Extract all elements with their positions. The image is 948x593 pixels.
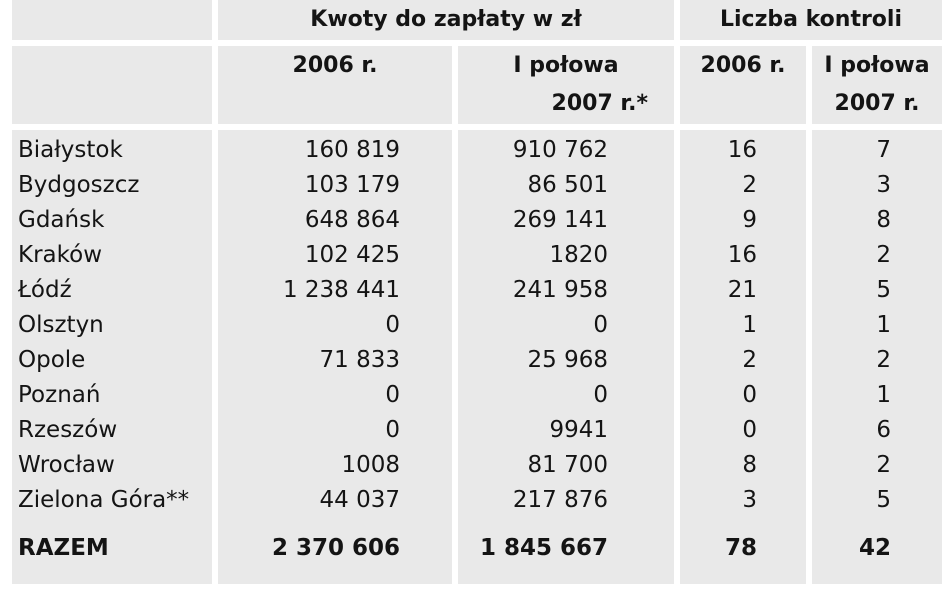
count-h1-2007-value: 2 [876,452,891,478]
amount-2006-column: 160 819 103 179 648 864 102 425 1 238 44… [218,130,452,584]
amount-h1-2007-value: 0 [593,312,608,338]
amount-2006-value: 0 [385,312,400,338]
amount-h1-2007-total: 1 845 667 [479,535,608,561]
count-h1-2007-value: 2 [876,242,891,268]
data-table: Kwoty do zapłaty w zł Liczba kontroli 20… [12,0,942,584]
amounts-group-label: Kwoty do zapłaty w zł [310,7,582,32]
count-2006-value: 2 [742,347,757,373]
count-2006-value: 1 [742,312,757,338]
count-2006-value: 0 [742,382,757,408]
count-2006-value: 16 [727,137,757,163]
count-2006-value: 8 [742,452,757,478]
count-h1-2007-value: 1 [876,312,891,338]
amount-2006-value: 1008 [341,452,400,478]
count-h1-2007-label-line2: 2007 r. [834,91,920,116]
amount-h1-2007-value: 86 501 [527,172,608,198]
amount-2006-value: 102 425 [304,242,400,268]
amount-h1-2007-label-line1: I połowa [513,53,619,78]
count-2006-value: 0 [742,417,757,443]
amount-2006-value: 0 [385,382,400,408]
count-2006-column: 16 2 9 16 21 1 2 0 0 8 3 78 [680,130,806,584]
city-name: Kraków [18,242,103,268]
amount-2006-label: 2006 r. [292,53,378,78]
count-2006-header: 2006 r. [680,46,806,124]
count-2006-value: 16 [727,242,757,268]
amount-2006-value: 44 037 [319,487,400,513]
amount-2006-header: 2006 r. [218,46,452,124]
count-2006-total: 78 [724,535,757,561]
count-2006-value: 2 [742,172,757,198]
amount-h1-2007-value: 241 958 [512,277,608,303]
amount-h1-2007-value: 25 968 [527,347,608,373]
count-h1-2007-label-line1: I połowa [824,53,930,78]
city-name: Olsztyn [18,312,104,338]
city-name: Łódź [18,277,72,303]
amount-2006-value: 71 833 [319,347,400,373]
count-2006-value: 9 [742,207,757,233]
amount-h1-2007-value: 1820 [549,242,608,268]
count-2006-value: 3 [742,487,757,513]
city-name: Gdańsk [18,207,105,233]
total-label: RAZEM [18,535,109,561]
corner-cell [12,0,212,40]
city-name: Białystok [18,137,123,163]
count-h1-2007-header: I połowa 2007 r. [812,46,942,124]
count-2006-value: 21 [727,277,757,303]
amount-h1-2007-value: 0 [593,382,608,408]
amount-h1-2007-header: I połowa 2007 r.* [458,46,674,124]
count-h1-2007-value: 3 [876,172,891,198]
city-name: Wrocław [18,452,115,478]
amount-2006-value: 1 238 441 [282,277,400,303]
amount-h1-2007-label-line2: 2007 r.* [551,91,648,116]
city-name: Opole [18,347,86,373]
amount-h1-2007-value: 269 141 [512,207,608,233]
amount-h1-2007-column: 910 762 86 501 269 141 1820 241 958 0 25… [458,130,674,584]
city-column: Białystok Bydgoszcz Gdańsk Kraków Łódź O… [12,130,212,584]
amount-2006-value: 648 864 [304,207,400,233]
city-header-cell [12,46,212,124]
amount-2006-total: 2 370 606 [271,535,400,561]
city-name: Poznań [18,382,101,408]
city-name: Rzeszów [18,417,118,443]
city-name: Bydgoszcz [18,172,140,198]
city-name: Zielona Góra** [18,487,190,513]
amount-2006-value: 0 [385,417,400,443]
amounts-group-header: Kwoty do zapłaty w zł [218,0,674,40]
count-h1-2007-value: 8 [876,207,891,233]
amount-2006-value: 160 819 [304,137,400,163]
count-h1-2007-value: 7 [876,137,891,163]
count-h1-2007-value: 5 [876,487,891,513]
amount-2006-value: 103 179 [304,172,400,198]
amount-h1-2007-value: 9941 [549,417,608,443]
amount-h1-2007-value: 910 762 [512,137,608,163]
count-h1-2007-value: 1 [876,382,891,408]
amount-h1-2007-value: 81 700 [527,452,608,478]
count-h1-2007-value: 5 [876,277,891,303]
count-h1-2007-value: 2 [876,347,891,373]
count-h1-2007-value: 6 [876,417,891,443]
count-2006-label: 2006 r. [700,53,786,78]
controls-group-label: Liczba kontroli [719,7,903,32]
controls-group-header: Liczba kontroli [680,0,942,40]
amount-h1-2007-value: 217 876 [512,487,608,513]
count-h1-2007-column: 7 3 8 2 5 1 2 1 6 2 5 42 [812,130,942,584]
count-h1-2007-total: 42 [858,535,891,561]
